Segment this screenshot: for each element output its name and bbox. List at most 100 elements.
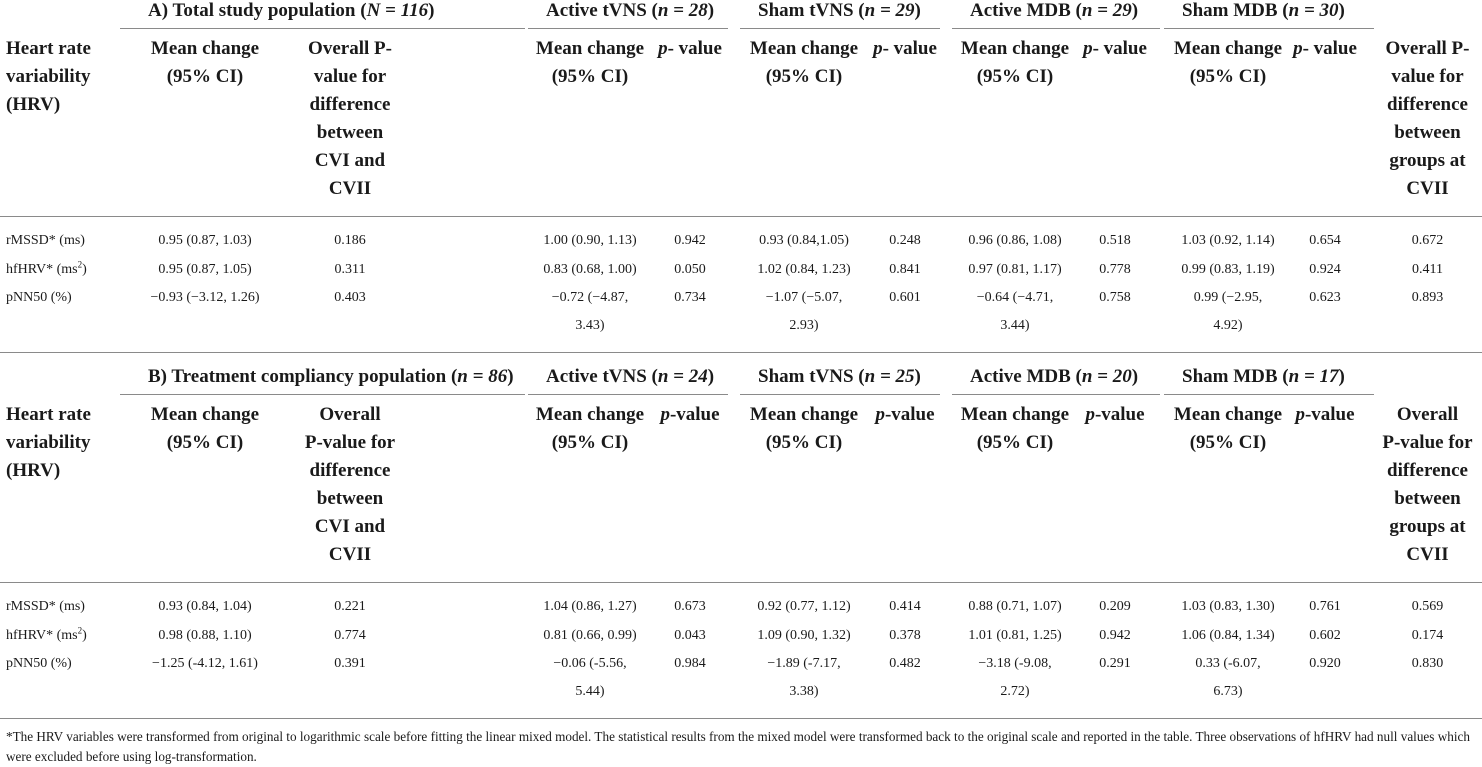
section-a-total-p: 0.403 — [334, 290, 366, 305]
section-a-group-p-header: p- value — [658, 38, 722, 59]
section-b-hrv-header: Heart rate variability (HRV) — [6, 401, 126, 485]
section-a-total-mean: 0.95 (0.87, 1.03) — [158, 233, 252, 248]
section-b-group-p: 0.920 — [1309, 656, 1341, 671]
section-b-group-p-header: p-value — [875, 404, 935, 425]
section-b-group-mean-header: Mean change (95% CI) — [935, 401, 1095, 457]
section-b-group-mean: 0.88 (0.71, 1.07) — [968, 599, 1062, 614]
section-a-final-p-header-line: CVII — [1406, 178, 1449, 199]
section-a-group-header: Active MDB (n = 29) — [970, 0, 1139, 21]
section-b-group-p-header: p-value — [1085, 404, 1145, 425]
section-a-group-header: Sham MDB (n = 30) — [1182, 0, 1345, 21]
section-a-group-mean-header-line: Mean change — [749, 38, 859, 59]
section-a-group-mean-header: Mean change (95% CI) — [1148, 35, 1308, 91]
section-b-group-mean: 1.03 (0.83, 1.30) — [1181, 599, 1275, 614]
section-a-overall-p-header-line: difference — [309, 94, 391, 115]
section-b-group-p: 0.291 — [1099, 656, 1131, 671]
section-a-mean-change-header: Mean change (95% CI) — [120, 35, 290, 91]
section-b-group-mean-header-line: (95% CI) — [1189, 432, 1267, 453]
section-b-group-mean-header-line: Mean change — [1173, 404, 1283, 425]
rule-line — [740, 28, 940, 29]
rule-line — [740, 394, 940, 395]
cell-line: 0.33 (-6.07, — [1195, 656, 1261, 671]
section-b-mean-change-header: Mean change (95% CI) — [120, 401, 290, 457]
section-b-group-header: Active MDB (n = 20) — [970, 366, 1139, 387]
section-b-group-mean: 0.92 (0.77, 1.12) — [757, 599, 851, 614]
section-a-overall-p: 0.672 — [1411, 233, 1444, 248]
section-a-group-mean: 0.96 (0.86, 1.08) — [968, 233, 1062, 248]
section-b-group-mean-header-line: Mean change — [749, 404, 859, 425]
section-a-overall-p-header: Overall P-value for difference between CVI … — [275, 35, 425, 203]
section-b-group-p: 0.378 — [889, 628, 921, 643]
section-b-group-p: 0.414 — [889, 599, 921, 614]
section-b-group-mean: 0.33 (-6.07, 6.73) — [1148, 650, 1308, 706]
section-a-mean-change-header-line: Mean change — [150, 38, 260, 59]
section-b-group-p: 0.209 — [1099, 599, 1131, 614]
section-b-group-mean-header-line: (95% CI) — [551, 432, 629, 453]
section-a-hrv-header-line: Heart rate — [6, 38, 91, 59]
section-b-hrv-header-line: Heart rate — [6, 404, 91, 425]
section-a-final-p-header-line: difference — [1387, 94, 1468, 115]
section-a-group-mean: 0.99 (−2.95, 4.92) — [1148, 284, 1308, 340]
section-a-title: A) Total study population (N = 116) — [148, 0, 435, 21]
section-b-row-label: pNN50 (%) — [6, 656, 72, 671]
rule-line — [120, 394, 525, 395]
section-a-group-mean: −0.72 (−4.87, 3.43) — [510, 284, 670, 340]
section-a-group-mean-header-line: (95% CI) — [765, 66, 843, 87]
cell-line: −0.06 (-5.56, — [553, 656, 627, 671]
section-b-total-mean: −1.25 (-4.12, 1.61) — [152, 656, 258, 671]
section-a-row-label: hfHRV* (ms2) — [6, 259, 87, 277]
section-b-group-p: 0.761 — [1309, 599, 1341, 614]
section-b-group-p-header: p-value — [660, 404, 720, 425]
section-a-group-mean-header-line: (95% CI) — [1189, 66, 1267, 87]
section-b-total-p: 0.391 — [334, 656, 366, 671]
section-a-total-mean: −0.93 (−3.12, 1.26) — [150, 290, 260, 305]
section-b-final-p-header-line: groups at — [1389, 516, 1466, 537]
section-b-group-mean: 1.04 (0.86, 1.27) — [543, 599, 637, 614]
cell-line: −1.89 (-7.17, — [767, 656, 841, 671]
section-b-group-mean: −3.18 (-9.08, 2.72) — [935, 650, 1095, 706]
rule-line — [0, 216, 1482, 217]
section-a-row-label: pNN50 (%) — [6, 290, 72, 305]
section-a-group-p: 0.050 — [674, 262, 706, 277]
section-a-group-mean: 0.97 (0.81, 1.17) — [968, 262, 1062, 277]
cell-line: 3.38) — [789, 684, 819, 699]
section-a-group-mean: 0.93 (0.84,1.05) — [759, 233, 849, 248]
section-a-group-mean-header-line: Mean change — [960, 38, 1070, 59]
cell-line: 0.99 (−2.95, — [1193, 290, 1263, 305]
section-a-group-mean-header: Mean change (95% CI) — [724, 35, 884, 91]
section-b-final-p-header-line: between — [1394, 488, 1461, 509]
section-a-group-mean-header: Mean change (95% CI) — [935, 35, 1095, 91]
section-b-group-mean-header-line: Mean change — [535, 404, 645, 425]
section-b-overall-p-header-line: difference — [309, 460, 391, 481]
section-a-group-mean: 1.00 (0.90, 1.13) — [543, 233, 637, 248]
section-b-group-header: Sham tVNS (n = 25) — [758, 366, 921, 387]
section-b-overall-p-header-line: Overall — [319, 404, 381, 425]
section-b-group-n: n = 17 — [1288, 366, 1339, 387]
section-a-total-p: 0.311 — [334, 262, 366, 277]
cell-line: 3.43) — [575, 318, 605, 333]
section-b-group-p: 0.984 — [674, 656, 706, 671]
section-b-group-n: n = 25 — [864, 366, 915, 387]
cell-line: 2.72) — [1000, 684, 1030, 699]
cell-line: 6.73) — [1213, 684, 1243, 699]
section-a-group-mean-header-line: (95% CI) — [976, 66, 1054, 87]
section-b-overall-p-header-line: between — [316, 488, 384, 509]
section-a-group-p: 0.601 — [889, 290, 921, 305]
section-a-group-mean: 0.99 (0.83, 1.19) — [1181, 262, 1275, 277]
section-b-overall-p-header-line: CVII — [328, 544, 372, 565]
rule-line — [952, 394, 1160, 395]
section-b-overall-p-header: Overall P-value for difference between CVI a… — [275, 401, 425, 569]
section-a-final-p-header: Overall P-value for difference between grou… — [1375, 35, 1480, 203]
section-a-group-p: 0.841 — [889, 262, 921, 277]
rule-line — [0, 718, 1482, 719]
section-a-group-n: n = 28 — [657, 0, 708, 21]
superscript: 2 — [77, 259, 83, 270]
section-a-hrv-header: Heart rate variability (HRV) — [6, 35, 126, 119]
cell-line: 2.93) — [789, 318, 819, 333]
section-a-hrv-header-line: (HRV) — [6, 94, 61, 115]
section-b-group-header: Active tVNS (n = 24) — [546, 366, 715, 387]
rule-line — [1164, 28, 1374, 29]
cell-line: 3.44) — [1000, 318, 1030, 333]
section-b-overall-p: 0.569 — [1411, 599, 1444, 614]
section-b-total-mean: 0.98 (0.88, 1.10) — [158, 628, 252, 643]
